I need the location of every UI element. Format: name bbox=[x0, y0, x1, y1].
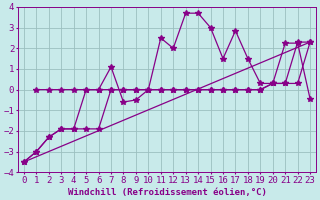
X-axis label: Windchill (Refroidissement éolien,°C): Windchill (Refroidissement éolien,°C) bbox=[68, 188, 267, 197]
